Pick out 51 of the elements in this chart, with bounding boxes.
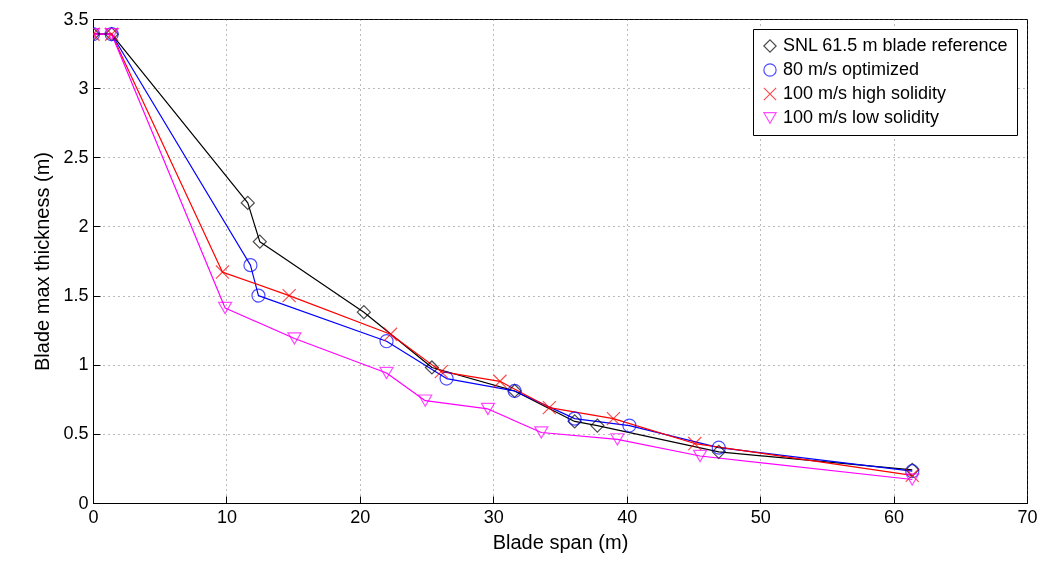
y-tick-label: 2.5 [63,146,89,167]
legend-label: 100 m/s low solidity [783,107,940,127]
point [424,360,440,375]
point [622,418,637,433]
point [439,371,454,386]
point [251,288,266,303]
point [480,402,496,416]
point [692,449,708,463]
x-tick-label: 10 [216,506,237,527]
point [240,195,255,211]
point [356,305,371,320]
point [215,264,230,280]
y-tick-label: 1 [78,354,89,375]
point [590,418,605,433]
point [905,468,920,483]
point [379,334,394,349]
x-tick-label: 70 [1017,506,1038,527]
x-tick-label: 40 [617,506,638,527]
point [542,400,557,415]
point [534,426,549,439]
point [434,364,449,379]
y-tick-label: 0 [78,492,89,513]
legend-label: 80 m/s optimized [783,59,920,79]
y-tick-label: 3.5 [63,8,89,29]
x-axis-title: Blade span (m) [492,530,629,553]
y-axis-title: Blade max thickness (m) [31,152,54,371]
point [492,374,508,389]
point [711,444,726,459]
point [610,433,625,446]
y-tick-label: 1.5 [63,285,89,306]
x-tick-label: 20 [350,506,371,527]
point [252,234,267,249]
x-tick-label: 60 [884,506,905,527]
point [711,440,726,455]
point [243,258,258,273]
point [383,327,398,342]
point [379,366,394,380]
legend-label: 100 m/s high solidity [783,83,947,103]
point [282,288,297,303]
point [418,394,433,407]
point [287,332,302,345]
y-tick-label: 0.5 [63,423,89,444]
x-tick-label: 30 [483,506,504,527]
point [905,473,920,486]
point [217,301,233,315]
y-tick-label: 2 [78,215,89,236]
x-tick-label: 50 [750,506,771,527]
y-tick-label: 3 [78,77,89,98]
point [687,436,702,451]
legend-label: SNL 61.5 m blade reference [783,35,1008,55]
point [606,411,621,426]
